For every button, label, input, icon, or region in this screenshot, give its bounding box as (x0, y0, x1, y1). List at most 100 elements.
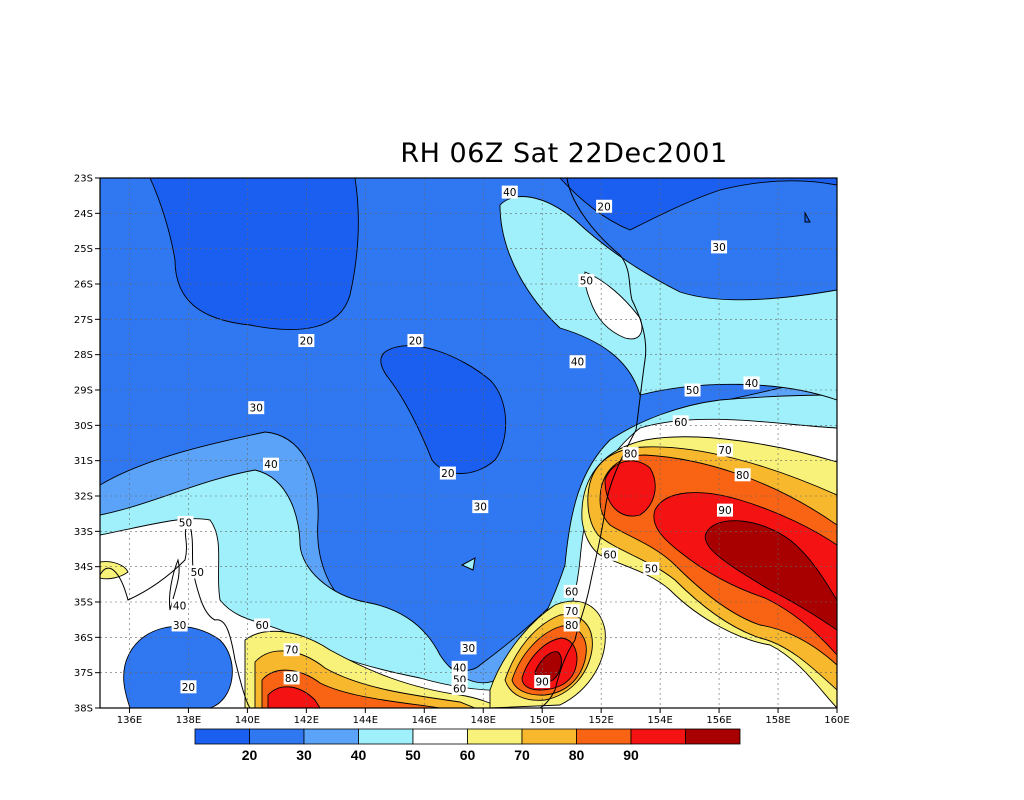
latitude-axis: 23S 24S 25S 26S 27S 28S 29S 30S 31S 32S 33S 34S 35S 3… (74, 174, 100, 715)
contour-label-bg (501, 185, 518, 199)
contour-label: 30 (460, 641, 477, 655)
contour-label-text: 50 (580, 275, 593, 287)
contour-label-text: 60 (565, 586, 578, 598)
contour-label: 80 (563, 618, 580, 632)
lat-lon-grid (100, 178, 837, 708)
lon-tick-label: 154E (647, 715, 672, 726)
contour-label-text: 90 (718, 505, 731, 517)
contour-label-text: 60 (674, 417, 687, 429)
contour-label: 80 (734, 468, 751, 482)
lon-tick-label: 150E (529, 715, 554, 726)
contour-label-bg (684, 383, 701, 397)
contour-label-bg (622, 447, 639, 461)
fill-band-10-20-nw (149, 178, 359, 330)
contour-label-text: 50 (686, 385, 699, 397)
coastline-east (566, 178, 647, 641)
lat-tick-label: 33S (74, 527, 93, 538)
contour-label-bg (711, 240, 728, 254)
contour-label-bg (439, 466, 456, 480)
lat-tick-label: 27S (74, 315, 93, 326)
contour-label: 40 (501, 185, 518, 199)
contour-label-text: 40 (264, 459, 277, 471)
lat-tick-label: 26S (74, 280, 93, 291)
colorbar-swatch (358, 728, 414, 745)
contour-label-text: 40 (453, 662, 466, 674)
contour-label-bg (602, 547, 619, 561)
contour-label-text: 40 (173, 601, 186, 613)
lon-tick-label: 140E (235, 715, 260, 726)
contour-label: 20 (180, 680, 197, 694)
contour-label-text: 80 (285, 673, 298, 685)
contour-label: 20 (439, 466, 456, 480)
colorbar-swatch (685, 728, 741, 745)
contour-label-text: 30 (712, 242, 725, 254)
contour-label-text: 20 (597, 201, 610, 213)
contour-label: 60 (563, 584, 580, 598)
contour-label-text: 30 (250, 403, 263, 415)
contour-label-bg (254, 618, 271, 632)
fill-band-90-plus-ne (604, 460, 656, 517)
contour-label-bg (578, 273, 595, 287)
contour-label-text: 80 (624, 449, 637, 461)
contour-label-bg (451, 660, 468, 674)
lat-tick-label: 35S (74, 598, 93, 609)
contour-label-text: 60 (255, 620, 268, 632)
rh-filled-contours (100, 178, 837, 708)
contour-label: 90 (716, 503, 733, 517)
lat-tick-label: 28S (74, 350, 93, 361)
contour-label-bg (472, 500, 489, 514)
contour-label-bg (743, 376, 760, 390)
colorbar-label: 20 (242, 747, 258, 763)
contour-label: 20 (298, 334, 315, 348)
lon-tick-label: 156E (706, 715, 731, 726)
contour-label-text: 20 (409, 336, 422, 348)
contour-label: 50 (684, 383, 701, 397)
contour-label: 90 (534, 675, 551, 689)
longitude-axis: 136E 138E 140E 142E 144E 146E 148E 150E 152E 154E… (117, 708, 850, 726)
contour-label-text: 80 (736, 470, 749, 482)
contour-label: 50 (643, 561, 660, 575)
contour-label: 30 (711, 240, 728, 254)
coastline-isle (804, 211, 811, 223)
contour-label: 70 (283, 643, 300, 657)
colorbar: 20 30 40 50 60 70 80 90 (194, 728, 741, 763)
colorbar-swatch (467, 728, 523, 745)
lon-tick-label: 138E (176, 715, 201, 726)
contour-label-text: 50 (191, 567, 204, 579)
colorbar-label: 50 (405, 747, 421, 763)
contour-label-text: 20 (182, 682, 195, 694)
lat-tick-label: 24S (74, 209, 93, 220)
contour-label-bg (534, 675, 551, 688)
contour-label-bg (177, 516, 194, 529)
contour-label-bg (189, 565, 206, 579)
contour-label: 50 (578, 273, 595, 287)
contour-label-text: 50 (645, 563, 658, 575)
colorbar-label: 80 (569, 747, 585, 763)
fill-band-40-50-north (499, 196, 837, 401)
lat-tick-label: 37S (74, 668, 93, 679)
colorbar-label: 70 (514, 747, 530, 763)
lon-tick-label: 158E (765, 715, 790, 726)
colorbar-swatch (249, 728, 305, 745)
colorbar-label: 90 (623, 747, 639, 763)
contour-label: 60 (451, 682, 468, 696)
contour-label-text: 30 (173, 620, 186, 632)
contour-label: 40 (569, 355, 586, 369)
contour-label: 30 (248, 401, 265, 415)
contour-label: 50 (177, 516, 194, 530)
contour-label-text: 40 (503, 187, 516, 199)
contour-label: 30 (171, 618, 188, 632)
lon-tick-label: 148E (471, 715, 496, 726)
contour-label: 20 (596, 199, 613, 213)
fill-band-90-plus-south (267, 686, 321, 708)
colorbar-swatch (412, 728, 468, 745)
contour-label-bg (643, 561, 660, 575)
contour-label-text: 80 (565, 620, 578, 632)
contour-label-bg (716, 443, 733, 457)
coastline-sa (100, 524, 251, 708)
contour-label-bg (248, 401, 265, 415)
contour-label: 70 (563, 604, 580, 618)
contour-label-bg (407, 334, 424, 348)
contour-label-bg (563, 584, 580, 598)
